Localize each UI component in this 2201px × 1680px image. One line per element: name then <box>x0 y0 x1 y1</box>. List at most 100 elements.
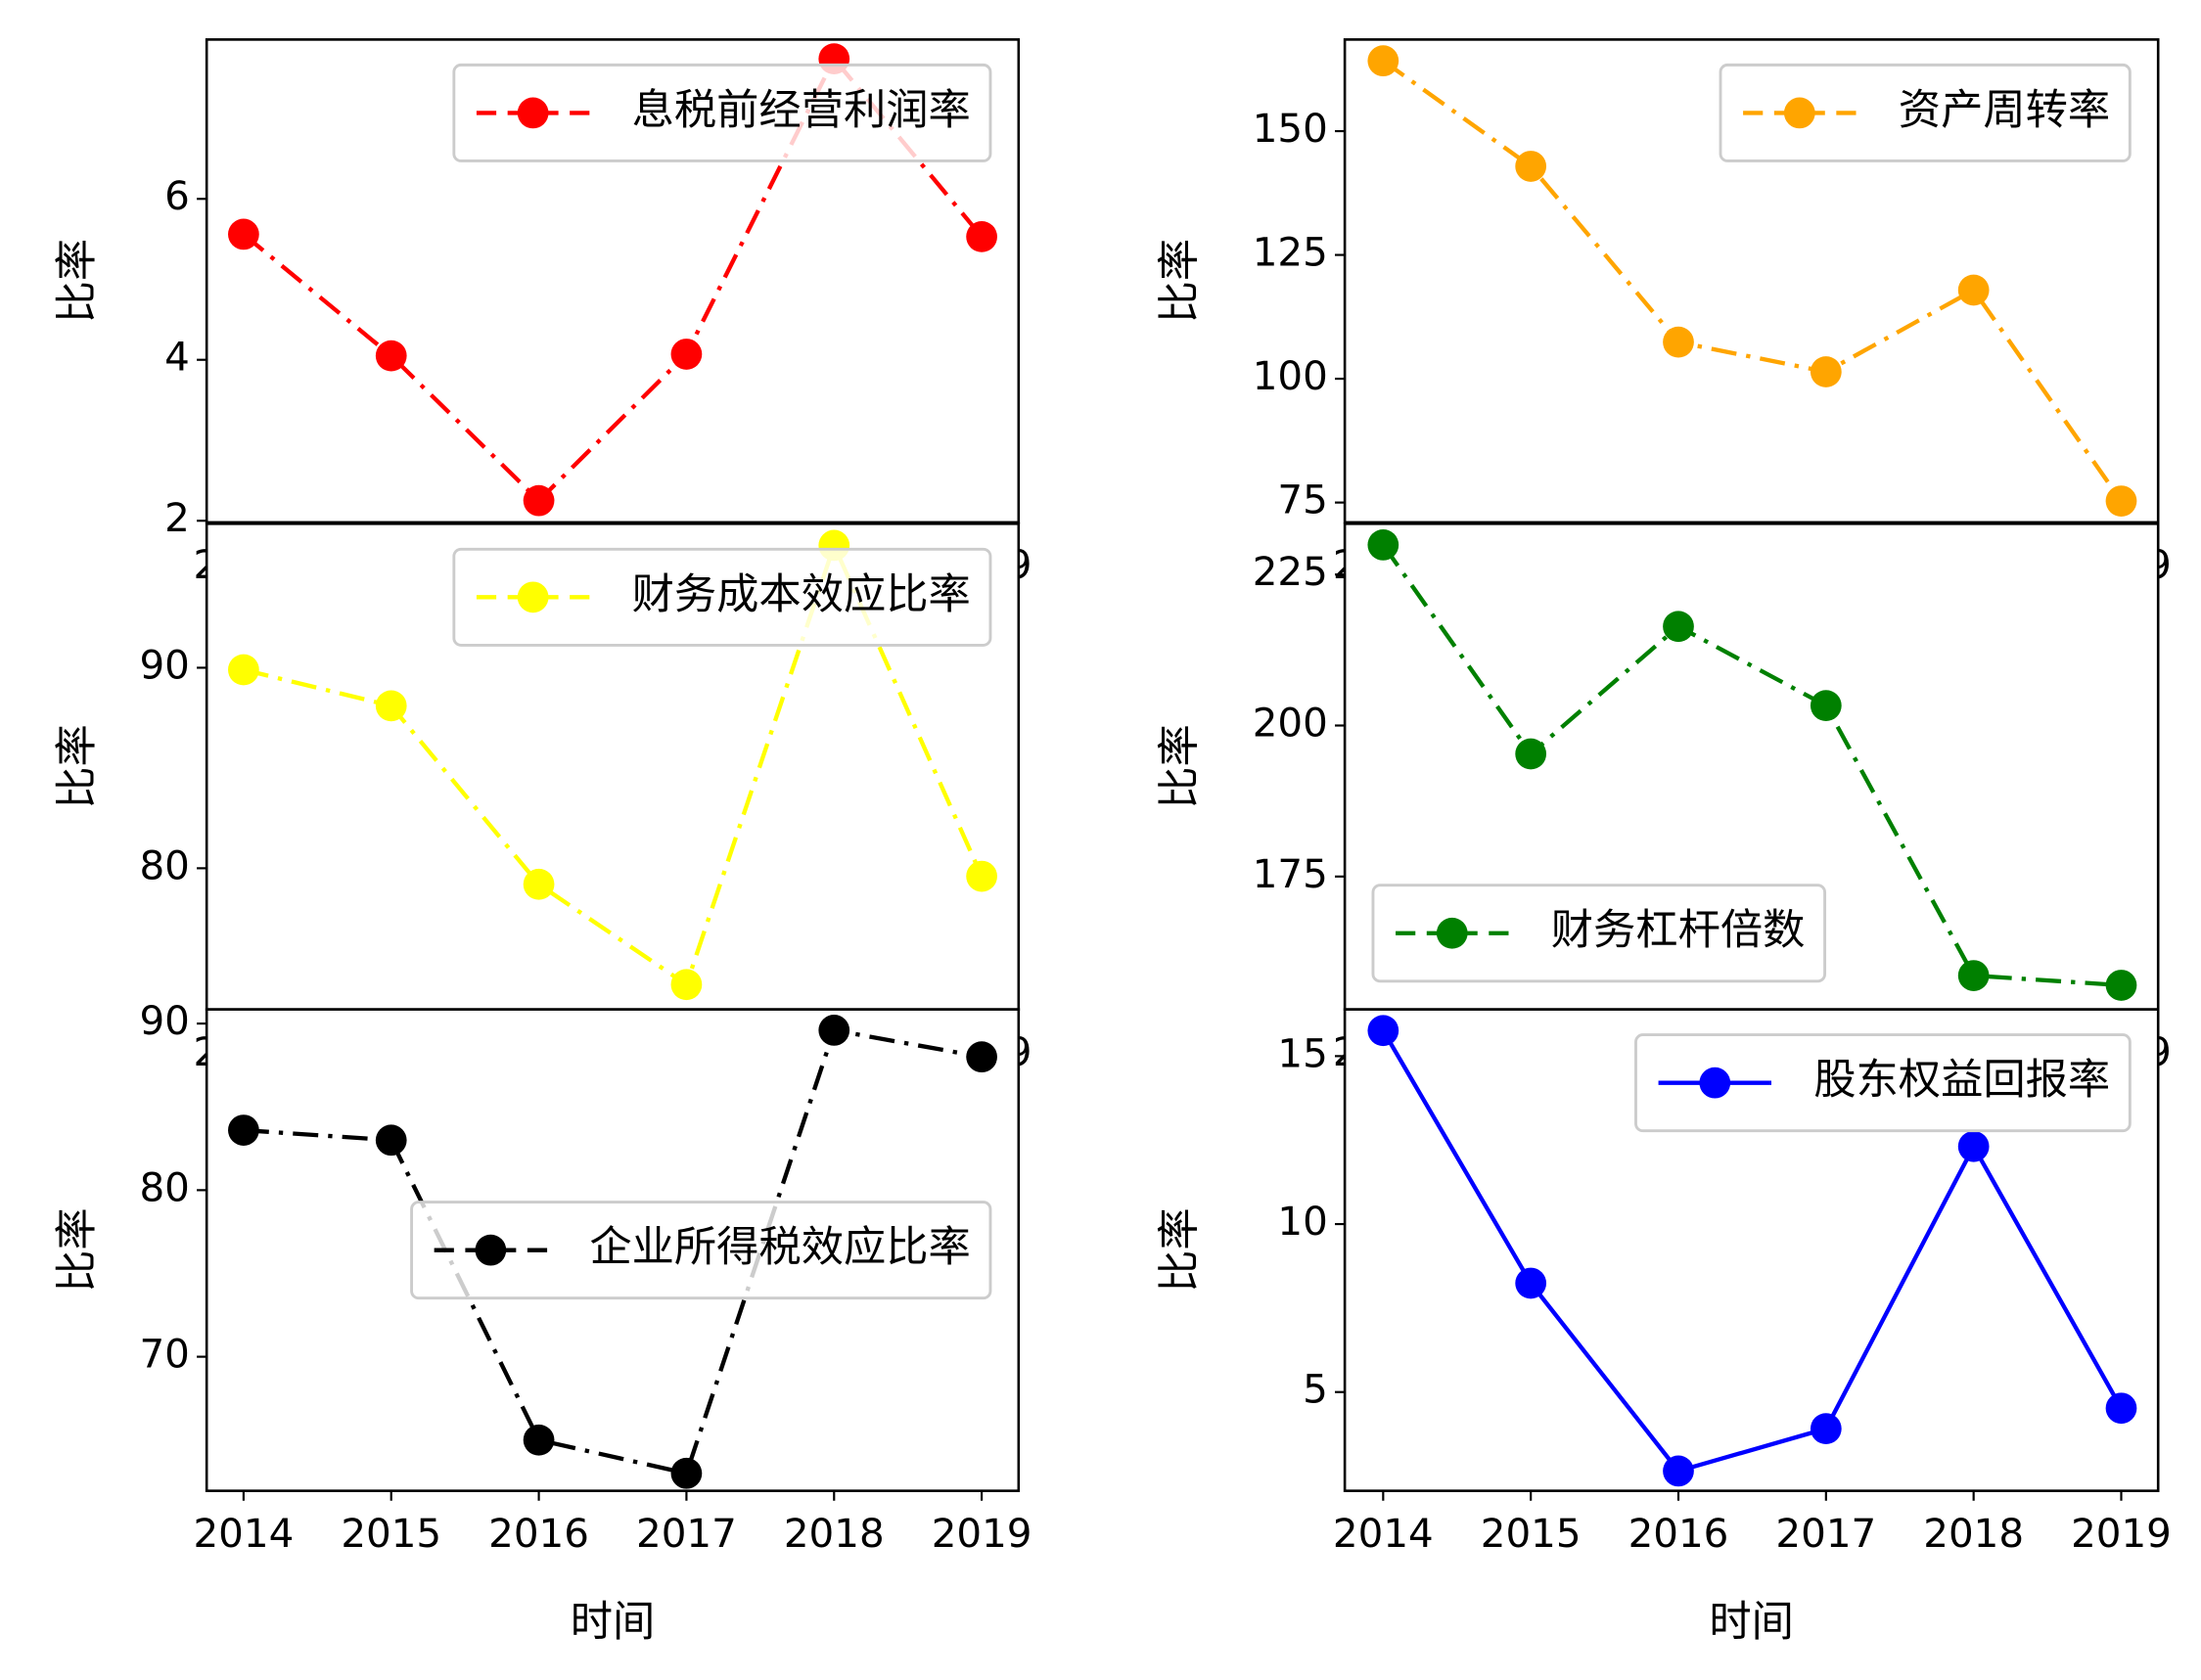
legend-marker <box>517 97 549 129</box>
x-tick-label: 2019 <box>2071 1510 2172 1557</box>
y-tick-label: 5 <box>1303 1366 1328 1413</box>
data-point <box>523 484 555 517</box>
legend-box <box>1634 1033 2132 1133</box>
legend: 股东权益回报率 <box>1634 1033 2132 1133</box>
legend-label: 企业所得税效应比率 <box>589 1223 970 1272</box>
legend-label: 资产周转率 <box>1899 86 2110 135</box>
x-axis-label: 时间 <box>1709 1598 1794 1647</box>
x-tick-label: 2019 <box>932 1510 1032 1557</box>
y-tick-label: 80 <box>139 841 189 888</box>
data-point <box>1810 356 1842 387</box>
y-axis-label: 比率 <box>53 239 102 324</box>
x-tick-label: 2014 <box>193 1510 294 1557</box>
data-point <box>1957 1130 1990 1162</box>
legend-box <box>1371 884 1827 983</box>
y-tick-label: 15 <box>1277 1029 1327 1076</box>
data-point <box>228 1114 259 1146</box>
legend: 企业所得税效应比率 <box>410 1201 992 1300</box>
legend-marker <box>517 581 549 613</box>
legend: 财务杠杆倍数 <box>1371 884 1827 983</box>
axes-frame <box>1343 38 2160 524</box>
legend-box <box>410 1201 992 1300</box>
y-axis-label: 比率 <box>1156 239 1205 324</box>
data-point <box>1515 738 1547 770</box>
y-tick-label: 2 <box>164 494 190 541</box>
data-point <box>2105 1392 2137 1425</box>
data-point <box>1810 1413 1842 1445</box>
data-point <box>523 1424 555 1456</box>
x-tick-label: 2016 <box>488 1510 589 1557</box>
data-point <box>375 1124 407 1157</box>
y-tick-label: 6 <box>164 172 190 219</box>
y-tick-label: 70 <box>139 1331 189 1378</box>
y-tick-label: 4 <box>164 334 190 381</box>
y-tick-label: 150 <box>1253 105 1328 152</box>
data-point <box>1367 1015 1399 1047</box>
legend-label: 财务杠杆倍数 <box>1551 906 1806 955</box>
data-point <box>1367 529 1399 561</box>
x-tick-label: 2018 <box>784 1510 885 1557</box>
y-tick-label: 90 <box>139 641 189 688</box>
series-line <box>1381 1029 2124 1474</box>
data-point <box>966 1041 997 1073</box>
y-axis-label: 比率 <box>1156 1207 1205 1293</box>
subplot: 2014201520162017201820198090比率财务成本效应比率 <box>53 522 1032 1075</box>
legend-marker <box>1436 917 1468 949</box>
y-tick-label: 90 <box>139 997 189 1044</box>
legend-label: 息税前经营利润率 <box>632 86 971 135</box>
data-point <box>375 340 407 372</box>
data-point <box>966 860 997 892</box>
data-point <box>818 1015 850 1046</box>
x-axis-label: 时间 <box>571 1598 656 1647</box>
data-point <box>1515 1267 1547 1299</box>
data-point <box>523 868 555 900</box>
data-point <box>2105 970 2137 1001</box>
y-tick-label: 10 <box>1277 1198 1327 1245</box>
x-tick-label: 2018 <box>1923 1510 2024 1557</box>
x-tick-label: 2014 <box>1333 1510 1434 1557</box>
data-point <box>670 339 703 370</box>
legend: 资产周转率 <box>1719 63 2132 162</box>
series-line <box>243 1027 983 1476</box>
data-point <box>1663 611 1694 643</box>
data-point <box>966 221 997 252</box>
data-point <box>1663 1455 1694 1487</box>
x-tick-label: 2016 <box>1628 1510 1729 1557</box>
legend: 息税前经营利润率 <box>452 63 992 162</box>
legend: 财务成本效应比率 <box>452 547 992 647</box>
subplot: 20142015201620172018201975100125150比率资产周… <box>1156 38 2172 588</box>
legend-marker <box>1783 97 1815 129</box>
subplot: 201420152016201720182019175200225比率财务杠杆倍… <box>1156 522 2172 1075</box>
data-point <box>1663 326 1694 358</box>
y-tick-label: 200 <box>1253 699 1328 746</box>
data-point <box>228 654 259 686</box>
y-tick-label: 75 <box>1277 477 1327 523</box>
y-tick-label: 225 <box>1253 548 1328 595</box>
y-tick-label: 100 <box>1253 352 1328 399</box>
data-point <box>1957 274 1990 306</box>
data-point <box>2105 485 2137 517</box>
data-point <box>1515 151 1547 182</box>
data-point <box>228 218 259 250</box>
y-axis-label: 比率 <box>1156 724 1205 809</box>
axes-frame <box>205 1008 1021 1492</box>
y-axis-label: 比率 <box>53 1207 102 1293</box>
series-line <box>1382 59 2124 503</box>
axes-frame <box>205 38 1021 524</box>
legend-marker <box>1699 1067 1731 1099</box>
legend-box <box>452 547 992 647</box>
legend-box <box>1719 63 2132 162</box>
x-tick-label: 2017 <box>636 1510 737 1557</box>
legend-label: 股东权益回报率 <box>1813 1056 2110 1105</box>
x-tick-label: 2017 <box>1775 1510 1876 1557</box>
subplot: 201420152016201720182019246比率息税前经营利润率 <box>53 38 1032 588</box>
data-point <box>1957 960 1990 991</box>
data-point <box>1367 45 1399 77</box>
legend-marker <box>475 1234 507 1266</box>
y-tick-label: 80 <box>139 1163 189 1210</box>
y-tick-label: 125 <box>1253 229 1328 276</box>
